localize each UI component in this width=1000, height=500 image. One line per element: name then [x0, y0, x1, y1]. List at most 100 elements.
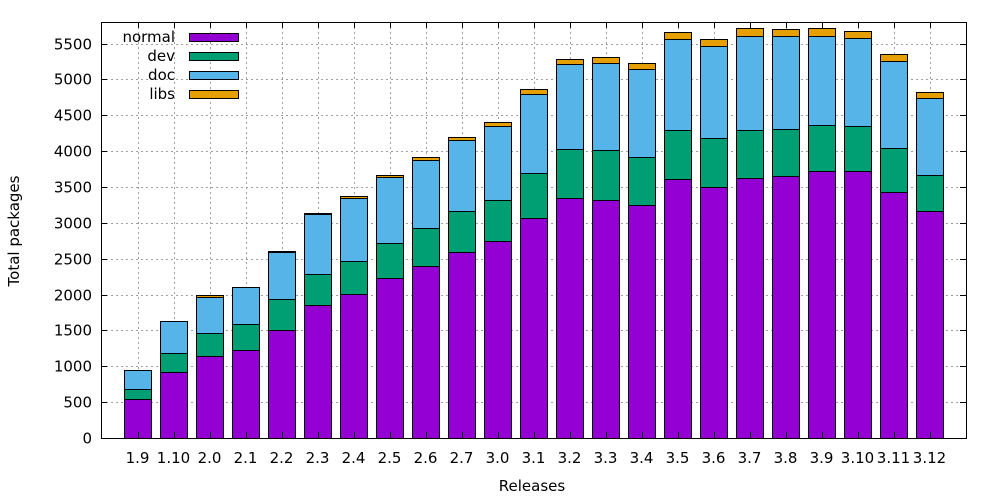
bar-libs-3.8 [772, 29, 800, 37]
bar-normal-2.3 [304, 305, 332, 439]
bar-normal-3.7 [736, 178, 764, 439]
x-tick-label: 3.10 [841, 449, 874, 467]
legend-swatch-doc [189, 71, 239, 80]
x-tick-label: 1.9 [126, 449, 150, 467]
bar-libs-3.3 [592, 57, 620, 64]
x-tick-label: 3.0 [486, 449, 510, 467]
bar-doc-2.7 [448, 140, 476, 212]
bar-dev-2.7 [448, 211, 476, 253]
bar-libs-3.2 [556, 59, 584, 65]
bar-doc-3.0 [484, 126, 512, 201]
bar-normal-3.2 [556, 198, 584, 439]
bar-normal-3.3 [592, 200, 620, 439]
bar-doc-2.6 [412, 160, 440, 229]
x-tick-label: 1.10 [157, 449, 190, 467]
bar-doc-2.0 [196, 297, 224, 334]
bar-dev-3.7 [736, 130, 764, 179]
bar-doc-3.10 [844, 38, 872, 127]
bar-dev-3.3 [592, 150, 620, 201]
x-tick-label: 3.9 [810, 449, 834, 467]
bar-normal-3.4 [628, 205, 656, 439]
bar-dev-3.5 [664, 130, 692, 180]
bar-normal-2.0 [196, 356, 224, 439]
legend-swatch-normal [189, 33, 239, 42]
bar-doc-3.2 [556, 64, 584, 150]
y-tick-label: 4000 [54, 143, 92, 161]
bar-dev-2.0 [196, 333, 224, 357]
bar-doc-2.5 [376, 177, 404, 244]
x-tick-label: 2.6 [414, 449, 438, 467]
bar-libs-3.12 [916, 92, 944, 99]
bar-normal-3.5 [664, 179, 692, 439]
y-tick-label: 5500 [54, 36, 92, 54]
x-axis-ticks: 1.9 1.10 2.0 2.1 2.2 2.3 2.4 2.5 2.6 2.7 3.0 3.1 3.2… [126, 22, 946, 467]
x-tick-label: 2.4 [342, 449, 366, 467]
bar-libs-2.6 [412, 157, 440, 161]
x-tick-label: 2.5 [378, 449, 402, 467]
bar-normal-3.1 [520, 218, 548, 439]
y-tick-label: 1500 [54, 322, 92, 340]
x-axis-label: Releases [499, 477, 566, 495]
legend-label-libs: libs [149, 85, 175, 103]
bar-doc-3.9 [808, 36, 836, 126]
bar-libs-3.5 [664, 32, 692, 40]
bar-libs-3.1 [520, 89, 548, 95]
x-tick-label: 2.0 [198, 449, 222, 467]
bar-normal-2.4 [340, 294, 368, 439]
bar-dev-3.6 [700, 138, 728, 188]
x-tick-label: 3.11 [877, 449, 910, 467]
bar-normal-3.12 [916, 211, 944, 439]
bar-libs-2.2 [268, 251, 296, 253]
bar-doc-3.4 [628, 69, 656, 158]
y-tick-label: 2500 [54, 251, 92, 269]
bar-dev-3.1 [520, 173, 548, 219]
bar-normal-2.1 [232, 350, 260, 439]
x-tick-label: 2.3 [306, 449, 330, 467]
bar-doc-2.3 [304, 214, 332, 275]
legend-label-normal: normal [122, 28, 175, 46]
bar-normal-3.8 [772, 176, 800, 439]
bar-normal-3.6 [700, 187, 728, 439]
y-tick-label: 4500 [54, 107, 92, 125]
bar-dev-3.8 [772, 129, 800, 177]
bar-doc-3.5 [664, 39, 692, 131]
bar-doc-3.11 [880, 61, 908, 149]
x-tick-label: 3.5 [666, 449, 690, 467]
bar-normal-3.11 [880, 192, 908, 439]
bar-dev-3.12 [916, 175, 944, 212]
y-tick-label: 2000 [54, 287, 92, 305]
bar-dev-3.0 [484, 200, 512, 242]
bar-libs-3.11 [880, 54, 908, 62]
bar-dev-3.2 [556, 149, 584, 199]
bar-dev-2.6 [412, 228, 440, 267]
x-tick-label: 2.2 [270, 449, 294, 467]
bar-doc-3.8 [772, 36, 800, 130]
bar-normal-3.0 [484, 241, 512, 439]
x-tick-label: 2.1 [234, 449, 258, 467]
x-tick-label: 3.12 [913, 449, 946, 467]
bar-dev-2.1 [232, 324, 260, 351]
bar-libs-2.7 [448, 137, 476, 141]
bar-doc-2.4 [340, 198, 368, 262]
bar-normal-3.10 [844, 171, 872, 439]
bar-doc-2.1 [232, 287, 260, 325]
x-tick-label: 3.7 [738, 449, 762, 467]
bar-normal-1.10 [160, 372, 188, 439]
bar-dev-3.4 [628, 157, 656, 206]
y-tick-label: 5000 [54, 71, 92, 89]
x-tick-label: 3.6 [702, 449, 726, 467]
bar-doc-3.3 [592, 63, 620, 151]
bar-libs-3.6 [700, 39, 728, 47]
bar-dev-1.9 [124, 389, 152, 400]
bar-libs-3.9 [808, 28, 836, 37]
bar-libs-2.4 [340, 196, 368, 199]
bar-doc-3.7 [736, 36, 764, 131]
y-tick-label: 3000 [54, 215, 92, 233]
y-axis-label: Total packages [5, 175, 23, 287]
bar-dev-2.3 [304, 274, 332, 306]
bar-dev-3.11 [880, 148, 908, 193]
y-tick-label: 1000 [54, 358, 92, 376]
bars [124, 28, 944, 439]
